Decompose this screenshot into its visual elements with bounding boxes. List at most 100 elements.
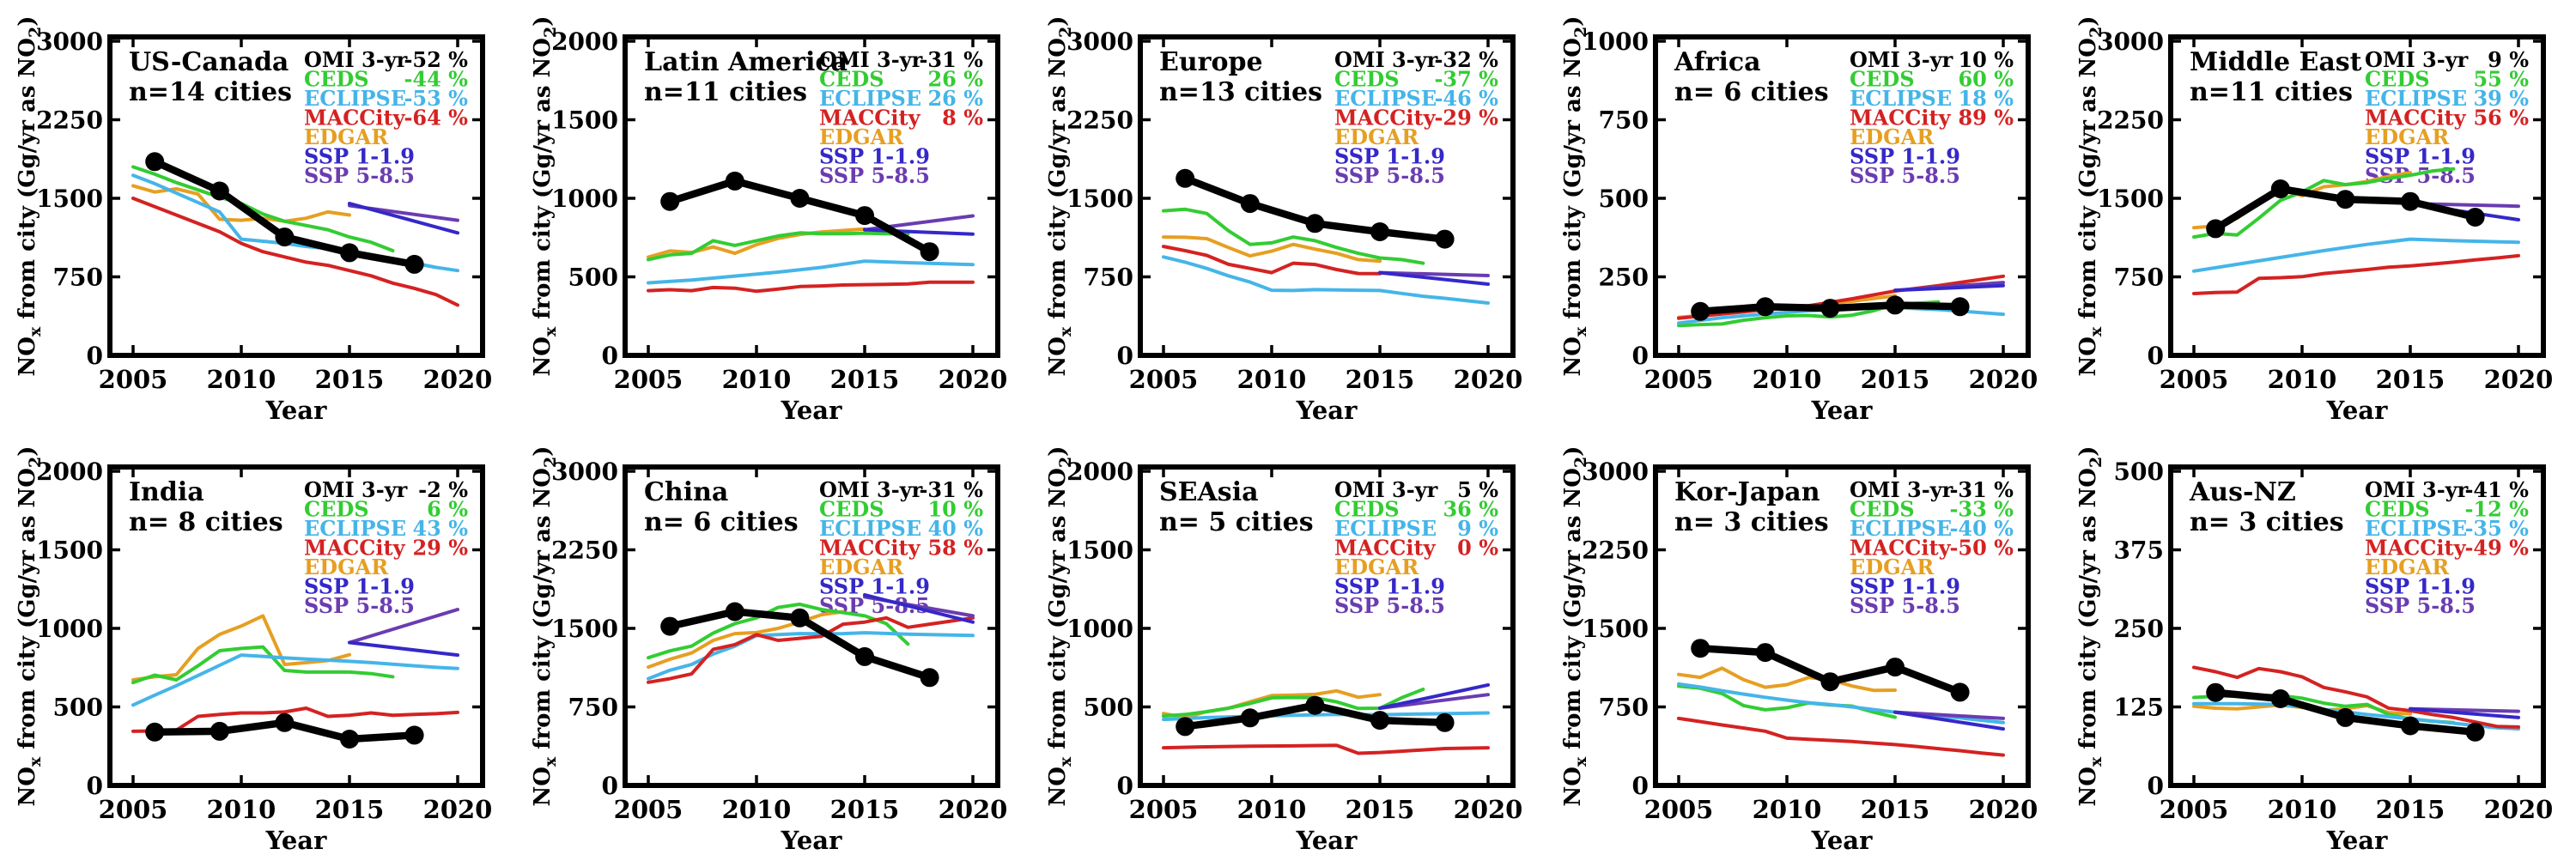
legend-label: CEDS [1850,497,1915,522]
panel-Kor-Japan: 0 750 1500 2250 3000 2005 2010 2015 2020 Year NOx … [1546,430,2061,860]
omi-marker [1820,672,1840,692]
panel-title: Aus-NZ [2189,477,2296,507]
x-tick-label: 2005 [2160,365,2229,394]
series-EDGAR [1162,235,1382,264]
y-tick-label: 500 [1084,694,1133,722]
legend-value: -29 % [1434,106,1498,130]
legend-label: CEDS [1850,67,1915,92]
chart-US-Canada: 0 750 1500 2250 3000 2005 2010 2015 2020 Year NOx … [15,15,492,425]
legend-label: SSP 5-8.5 [819,163,930,188]
series-MACCity [2192,665,2520,729]
series-CEDS [131,165,395,252]
series-ECLIPSE [647,259,975,285]
chart-Aus-NZ: 0 125 250 375 500 2005 2010 2015 2020 Year NOx fro… [2075,446,2554,855]
x-axis-label: Year [1811,396,1873,425]
omi-marker [1435,229,1455,249]
legend-label: SSP 5-8.5 [304,593,415,618]
legend-label: EDGAR [304,555,389,579]
omi-marker [1305,214,1325,233]
panel-SEAsia: 0 500 1000 1500 2000 2005 2010 2015 2020 Year NOx … [1030,430,1546,860]
legend-label: ECLIPSE [2365,516,2467,541]
legend-label: SSP 1-1.9 [304,144,415,169]
x-axis-label: Year [1296,826,1358,855]
series-MACCity [647,615,975,684]
legend-label: OMI 3-yr [1334,47,1438,72]
y-tick-label: 750 [53,264,103,292]
legend-label: ECLIPSE [304,516,406,541]
y-tick-label: 375 [2114,537,2164,565]
series-CEDS [647,602,910,660]
legend-label: CEDS [1334,67,1400,92]
omi-marker [855,206,874,226]
y-axis-label: NOx from city (Gg/yr as NO2) [530,15,560,376]
omi-marker [1435,712,1455,732]
panel-subtitle: n= 6 cities [644,507,799,537]
x-tick-label: 2020 [2484,795,2554,824]
omi-marker [1305,695,1325,715]
x-tick-label: 2010 [207,365,276,394]
y-tick-label: 250 [2114,615,2164,643]
series-CEDS [2192,167,2456,240]
y-tick-label: 3000 [2097,27,2164,56]
omi-marker [1755,643,1775,663]
legend-value: -32 % [1434,47,1498,72]
legend-label: ECLIPSE [304,86,406,111]
legend-value: 40 % [927,516,983,541]
legend-label: SSP 5-8.5 [2365,593,2476,618]
y-tick-label: 1000 [1066,615,1133,643]
panel-China: 0 750 1500 2250 3000 2005 2010 2015 2020 Year NOx … [515,430,1030,860]
legend-value: -50 % [1949,536,2014,561]
omi-marker [660,616,680,636]
series-SSP 1-1.9 [2409,706,2520,719]
legend-label: OMI 3-yr [2365,477,2469,502]
y-axis-label: NOx from city (Gg/yr as NO2) [1045,446,1075,806]
y-axis-label: NOx from city (Gg/yr as NO2) [2075,446,2105,806]
series-SSP 1-1.9 [1378,682,1490,710]
y-tick-label: 1000 [1582,27,1649,56]
y-axis-label: NOx from city (Gg/yr as NO2) [2075,15,2105,376]
x-tick-label: 2015 [2376,795,2445,824]
y-tick-label: 125 [2114,694,2164,722]
y-tick-label: 2250 [1582,537,1649,565]
legend-label: MACCity [304,536,406,561]
series-SSP 1-1.9 [863,593,975,624]
panel-title: Kor-Japan [1674,477,1820,507]
panel-title: Middle East [2190,47,2362,77]
series-CEDS [1162,207,1425,265]
y-axis-label: NOx from city (Gg/yr as NO2) [530,446,560,806]
x-axis-label: Year [781,396,842,425]
legend-label: SSP 5-8.5 [304,163,415,188]
legend-label: EDGAR [304,124,389,149]
legend-value: 26 % [927,86,983,111]
panel-subtitle: n= 5 cities [1159,507,1314,537]
legend-value: -64 % [404,106,468,130]
x-tick-label: 2005 [1644,365,1714,394]
legend-label: OMI 3-yr [2365,47,2469,72]
legend-label: MACCity [1850,106,1952,130]
x-tick-label: 2015 [830,795,900,824]
legend-value: 10 % [1958,47,2014,72]
x-tick-label: 2010 [1753,365,1822,394]
omi-marker [725,171,744,191]
y-tick-label: 0 [87,342,103,370]
y-tick-label: 1500 [2097,185,2164,213]
omi-marker [1176,717,1195,737]
omi-marker [660,191,680,211]
panel-subtitle: n=13 cities [1159,77,1322,107]
panel-Middle East: 0 750 1500 2250 3000 2005 2010 2015 2020 Year NOx … [2061,0,2576,430]
legend-label: ECLIPSE [1850,86,1952,111]
y-tick-label: 750 [2114,264,2164,292]
legend-label: MACCity [1334,106,1437,130]
panel-title: US-Canada [129,47,289,77]
omi-marker [275,712,295,732]
y-tick-label: 1000 [36,615,103,643]
x-tick-label: 2010 [2268,795,2337,824]
panel-Latin America: 0 500 1000 1500 2000 2005 2010 2015 2020 Year NOx … [515,0,1030,430]
omi-marker [920,668,939,688]
x-tick-label: 2015 [2376,365,2445,394]
y-tick-label: 1500 [36,537,103,565]
y-axis-label: NOx from city (Gg/yr as NO2) [1045,15,1075,376]
y-tick-label: 1500 [551,615,618,643]
y-tick-label: 1500 [551,106,618,135]
chart-India: 0 500 1000 1500 2000 2005 2010 2015 2020 Year NOx … [15,446,492,855]
